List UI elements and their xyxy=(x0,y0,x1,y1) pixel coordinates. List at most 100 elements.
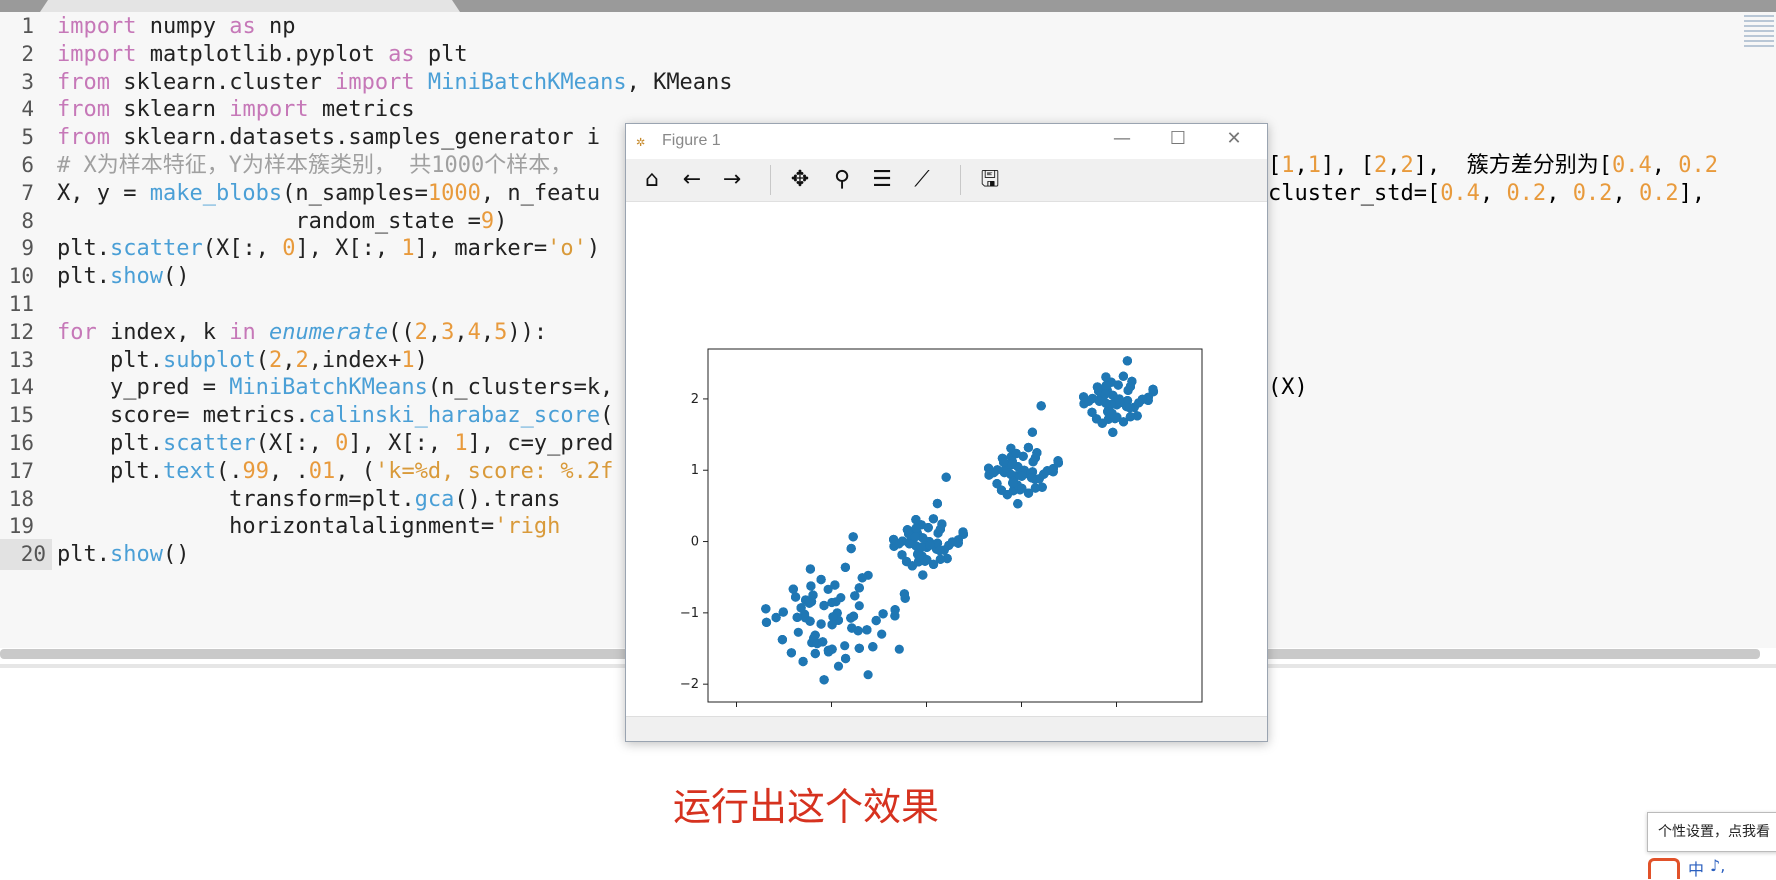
code-line[interactable]: 4 from sklearn import metrics xyxy=(0,94,1740,125)
data-point xyxy=(1118,417,1129,427)
matplotlib-app-icon: ✲ xyxy=(636,132,646,150)
data-point xyxy=(904,539,914,549)
edit-axis-icon[interactable]: ⟋ xyxy=(914,167,930,192)
data-point xyxy=(854,583,864,593)
data-point xyxy=(923,523,933,533)
close-button[interactable]: ✕ xyxy=(1226,128,1242,149)
code-line[interactable]: 8 random_state =9) xyxy=(0,206,1740,237)
code-line[interactable]: 11 xyxy=(0,289,1740,320)
line-number: 11 xyxy=(8,292,34,316)
subplots-icon[interactable]: ☰ xyxy=(872,167,892,192)
matplotlib-figure-window[interactable]: ✲ Figure 1 — ☐ ✕ ⌂ ← → ✥ ⚲ ☰ ⟋ 🖫 −2 −1 0 1 2… xyxy=(625,123,1268,742)
data-point xyxy=(840,562,850,572)
code-text[interactable]: from sklearn import metrics xyxy=(57,97,415,123)
line-number: 17 xyxy=(8,458,34,483)
save-icon[interactable]: 🖫 xyxy=(980,167,1000,192)
code-line[interactable]: 14 y_pred = MiniBatchKMeans(n_clusters=k… xyxy=(0,372,1740,403)
code-line[interactable]: 10 plt.show() xyxy=(0,261,1740,292)
data-point xyxy=(1134,398,1144,408)
code-text[interactable]: from sklearn.datasets.samples_generator … xyxy=(57,125,601,151)
code-text[interactable]: y_pred = MiniBatchKMeans(n_clusters=k, xyxy=(57,375,614,401)
code-text[interactable]: plt.subplot(2,2,index+1) xyxy=(57,347,428,373)
code-fragment-right[interactable]: (X) xyxy=(1268,375,1308,401)
data-point xyxy=(863,670,873,680)
line-number: 16 xyxy=(8,431,34,455)
code-fragment-right[interactable]: [1,1], [2,2], 簇方差分别为[0.4, 0.2 xyxy=(1268,153,1718,178)
code-text[interactable]: plt.show() xyxy=(57,542,190,568)
code-editor[interactable]: 1 import numpy as np 2 import matplotlib.py… xyxy=(0,12,1776,648)
code-line[interactable]: 7 X, y = make_blobs(n_samples=1000, n_fea… xyxy=(0,178,1740,209)
personalization-tooltip[interactable]: 个性设置，点我看 xyxy=(1647,812,1776,852)
data-point xyxy=(850,591,860,601)
data-point xyxy=(941,472,951,482)
x-tick-label: −1 xyxy=(822,711,841,712)
line-number: 20 xyxy=(0,539,52,571)
data-point xyxy=(1032,448,1042,458)
data-point xyxy=(793,627,803,637)
code-text[interactable]: import numpy as np xyxy=(57,14,296,39)
code-text[interactable]: random_state =9) xyxy=(57,208,508,234)
tab-bar xyxy=(0,0,1776,12)
zoom-icon[interactable]: ⚲ xyxy=(833,167,851,192)
ime-punct-indicator[interactable]: ♪, xyxy=(1710,856,1726,875)
code-text[interactable]: import matplotlib.pyplot as plt xyxy=(57,41,468,67)
code-text[interactable]: horizontalalignment='righ xyxy=(57,514,561,540)
line-number: 10 xyxy=(8,264,34,289)
code-line[interactable]: 16 plt.scatter(X[:, 0], X[:, 1], c=y_pre… xyxy=(0,428,1740,459)
data-point xyxy=(890,605,900,615)
data-point xyxy=(902,525,912,535)
data-point xyxy=(810,648,820,659)
code-line[interactable]: 3 from sklearn.cluster import MiniBatchKM… xyxy=(0,67,1740,98)
data-point xyxy=(918,533,928,543)
data-point xyxy=(1053,458,1063,468)
data-point xyxy=(889,534,899,545)
data-point xyxy=(827,620,837,630)
ime-mode-indicator[interactable]: 中 xyxy=(1688,860,1705,879)
minimap[interactable] xyxy=(1742,12,1776,72)
code-line[interactable]: 13 plt.subplot(2,2,index+1) xyxy=(0,345,1740,376)
data-point xyxy=(935,554,945,564)
code-line[interactable]: 20 plt.show() xyxy=(0,539,1740,571)
scatter-plot[interactable]: −2 −1 0 1 2 −2 −1 0 1 2 xyxy=(626,202,1267,712)
code-line[interactable]: 2 import matplotlib.pyplot as plt xyxy=(0,39,1740,70)
code-text[interactable]: transform=plt.gca().trans xyxy=(57,486,561,512)
home-icon[interactable]: ⌂ xyxy=(645,167,659,192)
figure-title-bar[interactable]: ✲ Figure 1 — ☐ ✕ xyxy=(626,124,1267,158)
forward-arrow-icon[interactable]: → xyxy=(722,167,742,192)
code-line[interactable]: 6 # X为样本特征，Y为样本簇类别， 共1000个样本， xyxy=(0,150,1740,181)
data-point xyxy=(942,553,952,564)
code-text[interactable]: plt.scatter(X[:, 0], X[:, 1], c=y_pred xyxy=(57,431,614,456)
code-text[interactable]: score= metrics.calinski_harabaz_score( xyxy=(57,403,614,429)
code-line[interactable]: 17 plt.text(.99, .01, ('k=%d, score: %.2… xyxy=(0,456,1740,487)
code-line[interactable]: 12 for index, k in enumerate((2,3,4,5)): xyxy=(0,317,1740,348)
code-line[interactable]: 1 import numpy as np xyxy=(0,12,1740,42)
code-fragment-right[interactable]: cluster_std=[0.4, 0.2, 0.2, 0.2], xyxy=(1268,180,1706,206)
code-line[interactable]: 15 score= metrics.calinski_harabaz_score… xyxy=(0,400,1740,431)
maximize-button[interactable]: ☐ xyxy=(1169,128,1187,149)
code-line[interactable]: 18 transform=plt.gca().trans xyxy=(0,484,1740,515)
code-text[interactable]: for index, k in enumerate((2,3,4,5)): xyxy=(57,319,548,345)
ime-logo-icon[interactable] xyxy=(1648,858,1680,879)
y-tick-label: 1 xyxy=(691,463,699,478)
code-text[interactable]: plt.scatter(X[:, 0], X[:, 1], marker='o'… xyxy=(57,236,601,262)
code-text[interactable]: # X为样本特征，Y为样本簇类别， 共1000个样本， xyxy=(57,153,573,178)
data-point xyxy=(878,609,888,619)
code-text[interactable]: plt.show() xyxy=(57,264,190,290)
code-line[interactable]: 19 horizontalalignment='righ xyxy=(0,511,1740,542)
data-point xyxy=(1101,380,1111,391)
active-editor-tab[interactable] xyxy=(40,0,460,12)
data-point xyxy=(1107,408,1117,419)
line-number: 7 xyxy=(21,180,34,205)
code-text[interactable]: X, y = make_blobs(n_samples=1000, n_feat… xyxy=(57,180,601,206)
data-point xyxy=(1148,384,1158,394)
data-point xyxy=(792,612,802,622)
data-point xyxy=(1023,488,1034,498)
code-line[interactable]: 9 plt.scatter(X[:, 0], X[:, 1], marker='o… xyxy=(0,233,1740,264)
back-arrow-icon[interactable]: ← xyxy=(682,167,702,192)
data-point xyxy=(897,550,907,560)
code-text[interactable]: plt.text(.99, .01, ('k=%d, score: %.2f xyxy=(57,458,614,484)
pan-icon[interactable]: ✥ xyxy=(790,167,810,192)
minimize-button[interactable]: — xyxy=(1113,128,1131,149)
code-text[interactable]: from sklearn.cluster import MiniBatchKMe… xyxy=(57,69,733,95)
code-line[interactable]: 5 from sklearn.datasets.samples_generator… xyxy=(0,122,1740,153)
